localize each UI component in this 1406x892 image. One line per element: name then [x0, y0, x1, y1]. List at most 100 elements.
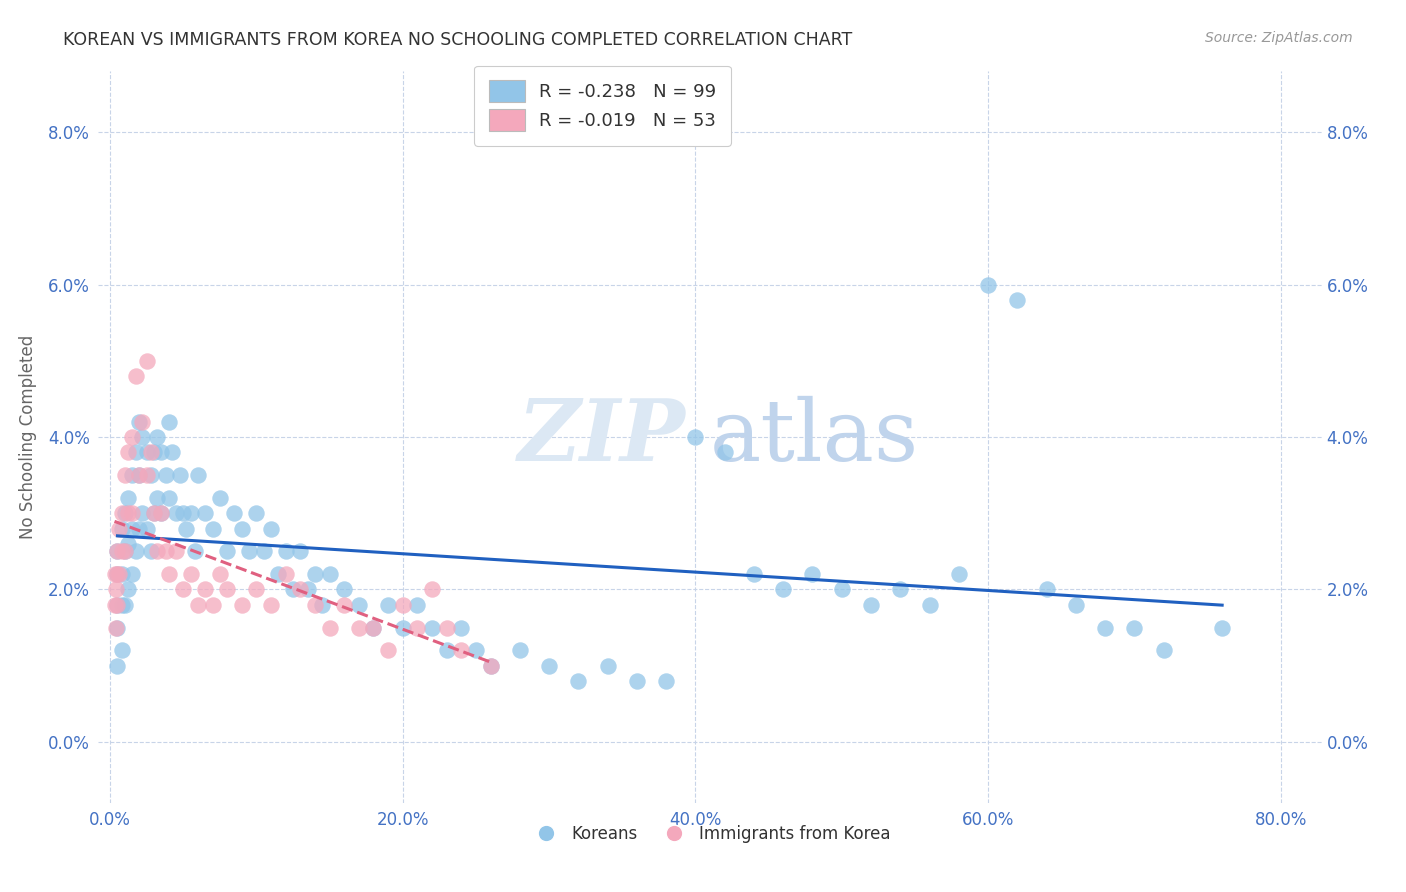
Point: [128, 468, 150, 483]
Point: [391, 621, 413, 635]
Text: Source: ZipAtlas.com: Source: ZipAtlas.com: [1205, 31, 1353, 45]
Point: [121, 567, 143, 582]
Text: KOREAN VS IMMIGRANTS FROM KOREA NO SCHOOLING COMPLETED CORRELATION CHART: KOREAN VS IMMIGRANTS FROM KOREA NO SCHOO…: [63, 31, 852, 49]
Point: [201, 521, 224, 535]
Point: [104, 621, 127, 635]
Point: [304, 567, 326, 582]
Point: [918, 598, 941, 612]
Point: [253, 544, 276, 558]
Point: [146, 430, 169, 444]
Point: [464, 643, 486, 657]
Point: [165, 544, 187, 558]
Point: [742, 567, 765, 582]
Point: [135, 445, 157, 459]
Point: [281, 582, 304, 597]
Point: [180, 506, 202, 520]
Point: [509, 643, 531, 657]
Point: [111, 643, 134, 657]
Point: [146, 544, 169, 558]
Point: [143, 445, 166, 459]
Point: [363, 621, 385, 635]
Point: [201, 598, 224, 612]
Point: [479, 658, 502, 673]
Point: [948, 567, 970, 582]
Point: [107, 567, 129, 582]
Point: [377, 598, 399, 612]
Point: [274, 567, 297, 582]
Point: [117, 491, 139, 505]
Point: [135, 521, 157, 535]
Point: [165, 506, 187, 520]
Point: [131, 430, 153, 444]
Point: [114, 468, 136, 483]
Point: [117, 506, 139, 520]
Point: [1153, 643, 1175, 657]
Point: [567, 673, 589, 688]
Point: [111, 567, 134, 582]
Point: [103, 567, 125, 582]
Point: [111, 544, 134, 558]
Point: [107, 621, 129, 635]
Legend: Koreans, Immigrants from Korea: Koreans, Immigrants from Korea: [523, 818, 897, 849]
Point: [347, 621, 370, 635]
Point: [245, 506, 267, 520]
Point: [107, 598, 129, 612]
Point: [128, 521, 150, 535]
Point: [333, 582, 356, 597]
Point: [391, 598, 413, 612]
Point: [290, 582, 312, 597]
Point: [859, 598, 882, 612]
Point: [406, 598, 429, 612]
Point: [128, 415, 150, 429]
Point: [114, 544, 136, 558]
Point: [117, 445, 139, 459]
Point: [143, 506, 166, 520]
Point: [114, 506, 136, 520]
Point: [169, 468, 191, 483]
Point: [420, 621, 443, 635]
Point: [208, 567, 231, 582]
Point: [128, 468, 150, 483]
Point: [245, 582, 267, 597]
Point: [1007, 293, 1029, 307]
Point: [238, 544, 260, 558]
Point: [121, 468, 143, 483]
Point: [139, 468, 162, 483]
Point: [231, 598, 253, 612]
Point: [274, 544, 297, 558]
Point: [107, 567, 129, 582]
Point: [297, 582, 319, 597]
Point: [290, 544, 312, 558]
Point: [713, 445, 735, 459]
Point: [131, 415, 153, 429]
Point: [626, 673, 648, 688]
Point: [831, 582, 853, 597]
Point: [977, 277, 1000, 292]
Point: [363, 621, 385, 635]
Point: [436, 643, 458, 657]
Point: [117, 582, 139, 597]
Point: [596, 658, 619, 673]
Point: [479, 658, 502, 673]
Point: [143, 506, 166, 520]
Point: [157, 491, 180, 505]
Point: [184, 544, 207, 558]
Point: [187, 468, 209, 483]
Point: [107, 658, 129, 673]
Point: [450, 621, 472, 635]
Point: [121, 430, 143, 444]
Point: [304, 598, 326, 612]
Point: [318, 621, 340, 635]
Point: [260, 598, 283, 612]
Point: [146, 491, 169, 505]
Point: [117, 537, 139, 551]
Point: [107, 544, 129, 558]
Point: [224, 506, 246, 520]
Point: [450, 643, 472, 657]
Point: [187, 598, 209, 612]
Point: [121, 521, 143, 535]
Point: [155, 544, 177, 558]
Point: [139, 445, 162, 459]
Point: [131, 506, 153, 520]
Point: [194, 506, 217, 520]
